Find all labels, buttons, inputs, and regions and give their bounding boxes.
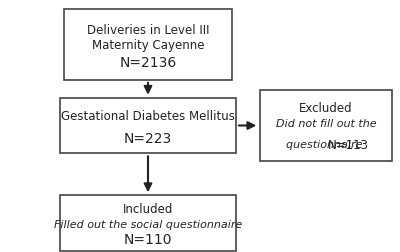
- FancyBboxPatch shape: [260, 91, 392, 161]
- Text: N=2136: N=2136: [119, 56, 177, 70]
- Text: Filled out the social questionnaire: Filled out the social questionnaire: [54, 219, 242, 229]
- Text: Deliveries in Level III: Deliveries in Level III: [87, 24, 209, 37]
- Text: Excluded: Excluded: [299, 102, 353, 115]
- Text: Did not fill out the: Did not fill out the: [276, 118, 376, 129]
- Text: Gestational Diabetes Mellitus: Gestational Diabetes Mellitus: [61, 109, 235, 122]
- Text: N=223: N=223: [124, 132, 172, 146]
- Text: Maternity Cayenne: Maternity Cayenne: [92, 39, 204, 52]
- Text: N=113: N=113: [328, 138, 368, 151]
- Text: N=110: N=110: [124, 232, 172, 246]
- FancyBboxPatch shape: [64, 10, 232, 81]
- FancyBboxPatch shape: [60, 195, 236, 251]
- FancyBboxPatch shape: [60, 98, 236, 154]
- Text: Included: Included: [123, 203, 173, 216]
- Text: questionnaire: questionnaire: [286, 140, 366, 150]
